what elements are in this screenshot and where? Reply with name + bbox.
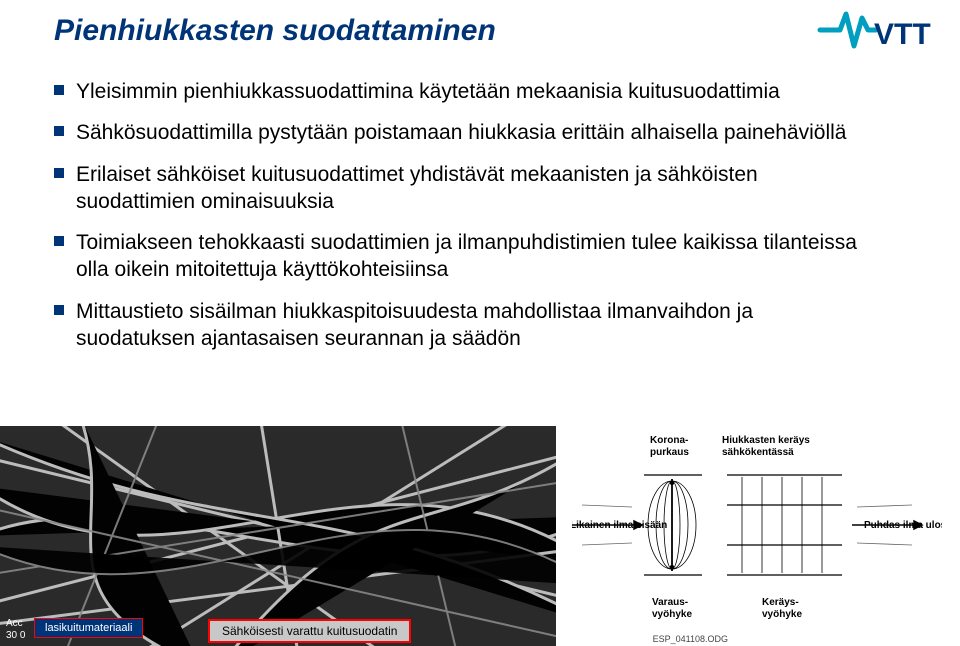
material-label: lasikuitumateriaali	[45, 622, 132, 634]
slide-root: Pienhiukkasten suodattaminen VTT Yleisim…	[0, 0, 960, 646]
material-label-box: lasikuitumateriaali	[34, 618, 143, 638]
bullet-text: Toimiakseen tehokkaasti suodattimien ja …	[76, 231, 857, 281]
fiber-svg	[0, 426, 556, 646]
bullet-text: Yleisimmin pienhiukkassuodattimina käyte…	[76, 80, 780, 103]
bullet-item: Erilaiset sähköiset kuitusuodattimet yhd…	[54, 161, 874, 216]
svg-text:sähkökentässä: sähkökentässä	[722, 447, 794, 458]
sem-info: Acc 30 0	[6, 618, 25, 642]
charged-filter-label: Sähköisesti varattu kuitusuodatin	[222, 624, 397, 638]
bullet-text: Sähkösuodattimilla pystytään poistamaan …	[76, 121, 846, 144]
bullet-list: Yleisimmin pienhiukkassuodattimina käyte…	[54, 78, 874, 366]
logo-pulse-icon: VTT	[816, 8, 936, 54]
svg-text:purkaus: purkaus	[650, 447, 689, 458]
svg-text:Varaus-: Varaus-	[652, 597, 688, 608]
svg-text:Hiukkasten keräys: Hiukkasten keräys	[722, 435, 810, 446]
esp-svg: Korona- purkaus Hiukkasten keräys sähkök…	[572, 425, 942, 630]
svg-text:Likainen ilma sisään: Likainen ilma sisään	[572, 520, 667, 531]
bullet-item: Yleisimmin pienhiukkassuodattimina käyte…	[54, 78, 874, 105]
sem-acc: Acc	[6, 618, 25, 630]
collection-field-lines	[742, 477, 822, 573]
bullet-text: Erilaiset sähköiset kuitusuodattimet yhd…	[76, 163, 758, 213]
bullet-item: Mittaustieto sisäilman hiukkaspitoisuude…	[54, 298, 874, 353]
sem-acc-value: 30 0	[6, 630, 25, 642]
svg-text:Keräys-: Keräys-	[762, 597, 799, 608]
fiber-sem-image: Acc 30 0 5 µm lasikuitumateriaali Sähköi…	[0, 426, 556, 646]
footer-code: ESP_041108.ODG	[653, 634, 728, 644]
esp-diagram: Korona- purkaus Hiukkasten keräys sähkök…	[572, 425, 942, 630]
svg-text:vyöhyke: vyöhyke	[652, 609, 692, 620]
bullet-item: Toimiakseen tehokkaasti suodattimien ja …	[54, 229, 874, 284]
bullet-item: Sähkösuodattimilla pystytään poistamaan …	[54, 119, 874, 146]
svg-text:Puhdas ilma ulos: Puhdas ilma ulos	[864, 520, 942, 531]
charged-filter-label-box: Sähköisesti varattu kuitusuodatin	[208, 619, 411, 643]
collection-plates	[727, 475, 842, 575]
slide-title: Pienhiukkasten suodattaminen	[54, 14, 496, 48]
vtt-logo: VTT	[816, 8, 936, 54]
logo-text: VTT	[874, 18, 931, 51]
svg-text:Korona-: Korona-	[650, 435, 688, 446]
svg-text:vyöhyke: vyöhyke	[762, 609, 802, 620]
bullet-text: Mittaustieto sisäilman hiukkaspitoisuude…	[76, 300, 753, 350]
